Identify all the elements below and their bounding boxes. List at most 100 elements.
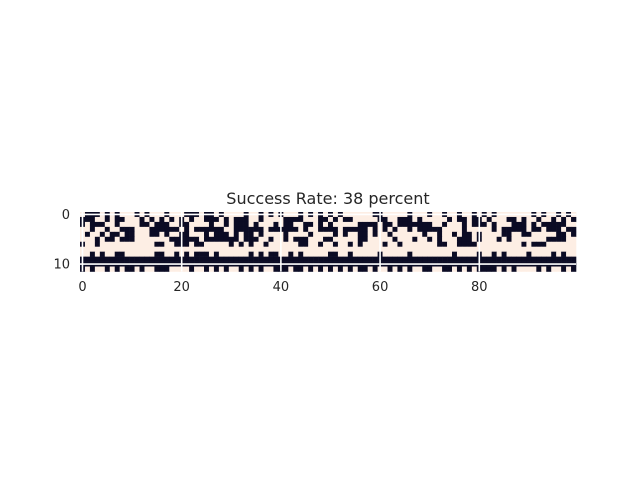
heatmap-cell bbox=[432, 221, 438, 228]
heatmap-cell bbox=[442, 251, 448, 257]
heatmap-cell bbox=[511, 246, 517, 252]
heatmap-cell bbox=[382, 221, 388, 228]
heatmap-cell bbox=[213, 236, 220, 243]
heatmap-cell bbox=[496, 251, 502, 257]
heatmap-cell bbox=[357, 241, 364, 248]
heatmap-cell bbox=[481, 221, 488, 228]
heatmap-cell bbox=[452, 221, 458, 228]
heatmap-cell bbox=[521, 256, 527, 262]
heatmap-cell bbox=[521, 266, 527, 272]
heatmap-cell bbox=[447, 246, 453, 252]
heatmap-cell bbox=[452, 216, 458, 223]
heatmap-cell bbox=[199, 251, 205, 257]
heatmap-cell bbox=[496, 236, 502, 243]
heatmap-cell bbox=[208, 216, 215, 223]
heatmap-cell bbox=[94, 246, 101, 252]
heatmap-cell bbox=[347, 251, 354, 257]
heatmap-cell bbox=[303, 266, 309, 272]
heatmap-cell bbox=[551, 241, 557, 248]
heatmap-cell bbox=[109, 216, 116, 223]
heatmap-cell bbox=[491, 231, 497, 238]
heatmap-cell bbox=[218, 221, 225, 228]
heatmap-cell bbox=[491, 246, 497, 252]
heatmap-cell bbox=[432, 226, 438, 233]
heatmap-cell bbox=[169, 231, 175, 238]
heatmap-cell bbox=[367, 241, 373, 248]
heatmap-cell bbox=[481, 266, 488, 272]
heatmap-cell bbox=[571, 221, 577, 228]
heatmap-cell bbox=[412, 256, 418, 262]
heatmap-cell bbox=[204, 221, 210, 228]
heatmap-cell bbox=[432, 216, 438, 223]
heatmap-cell bbox=[94, 241, 101, 248]
heatmap-cell bbox=[347, 256, 354, 262]
heatmap-cell bbox=[402, 236, 408, 243]
heatmap-cell bbox=[332, 246, 339, 252]
heatmap-cell bbox=[332, 221, 339, 228]
heatmap-cell bbox=[506, 256, 512, 262]
heatmap-cell bbox=[342, 231, 349, 238]
heatmap-cell bbox=[372, 236, 378, 243]
heatmap-cell bbox=[456, 226, 463, 233]
heatmap-cell bbox=[531, 241, 537, 248]
heatmap-cell bbox=[486, 246, 492, 252]
heatmap-cell bbox=[199, 241, 205, 248]
heatmap-cell bbox=[263, 221, 269, 228]
heatmap-cell bbox=[447, 231, 453, 238]
heatmap-cell bbox=[337, 266, 344, 272]
heatmap-cell bbox=[248, 246, 254, 252]
heatmap-cell bbox=[204, 256, 210, 262]
heatmap-cell bbox=[313, 256, 319, 262]
heatmap-cell bbox=[397, 256, 403, 262]
heatmap-cell bbox=[546, 241, 552, 248]
heatmap-cell bbox=[417, 256, 423, 262]
heatmap-cell bbox=[551, 221, 557, 228]
heatmap-cell bbox=[402, 251, 408, 257]
heatmap-cell bbox=[258, 266, 264, 272]
heatmap-cell bbox=[521, 246, 527, 252]
heatmap-cell bbox=[238, 251, 244, 257]
heatmap-cell bbox=[397, 216, 403, 223]
heatmap-cell bbox=[531, 251, 537, 257]
heatmap-cell bbox=[521, 221, 527, 228]
heatmap-cell bbox=[199, 221, 205, 228]
heatmap-cell bbox=[551, 246, 557, 252]
heatmap-cell bbox=[521, 216, 527, 223]
heatmap-cell bbox=[89, 251, 96, 257]
heatmap-cell bbox=[213, 226, 220, 233]
heatmap-cell bbox=[293, 251, 299, 257]
heatmap-cell bbox=[159, 236, 165, 243]
heatmap-cell bbox=[461, 266, 468, 272]
heatmap-cell bbox=[466, 216, 473, 223]
heatmap-cell bbox=[94, 251, 101, 257]
heatmap-cell bbox=[501, 221, 507, 228]
heatmap-cell bbox=[337, 231, 344, 238]
heatmap-cell bbox=[208, 236, 215, 243]
heatmap-cell bbox=[362, 231, 368, 238]
heatmap-cell bbox=[471, 216, 478, 223]
heatmap-cell bbox=[288, 251, 294, 257]
heatmap-cell bbox=[496, 241, 502, 248]
heatmap-cell bbox=[318, 251, 324, 257]
heatmap-cell bbox=[84, 231, 91, 238]
heatmap-cell bbox=[318, 266, 324, 272]
heatmap-cell bbox=[516, 266, 522, 272]
heatmap-cell bbox=[169, 221, 175, 228]
heatmap-cell bbox=[199, 216, 205, 223]
heatmap-cell bbox=[134, 241, 140, 248]
heatmap-cell bbox=[258, 241, 264, 248]
heatmap-cell bbox=[392, 256, 398, 262]
heatmap-cell bbox=[154, 226, 160, 233]
heatmap-cell bbox=[184, 266, 190, 272]
heatmap-cell bbox=[328, 256, 334, 262]
heatmap-cell bbox=[491, 241, 497, 248]
heatmap-cell bbox=[422, 216, 428, 223]
heatmap-cell bbox=[471, 246, 478, 252]
heatmap-cell bbox=[556, 221, 562, 228]
heatmap-cell bbox=[342, 246, 349, 252]
heatmap-cell bbox=[268, 231, 274, 238]
heatmap-cell bbox=[149, 266, 155, 272]
heatmap-cell bbox=[253, 226, 259, 233]
heatmap-cell bbox=[516, 231, 522, 238]
heatmap-cell bbox=[144, 241, 150, 248]
